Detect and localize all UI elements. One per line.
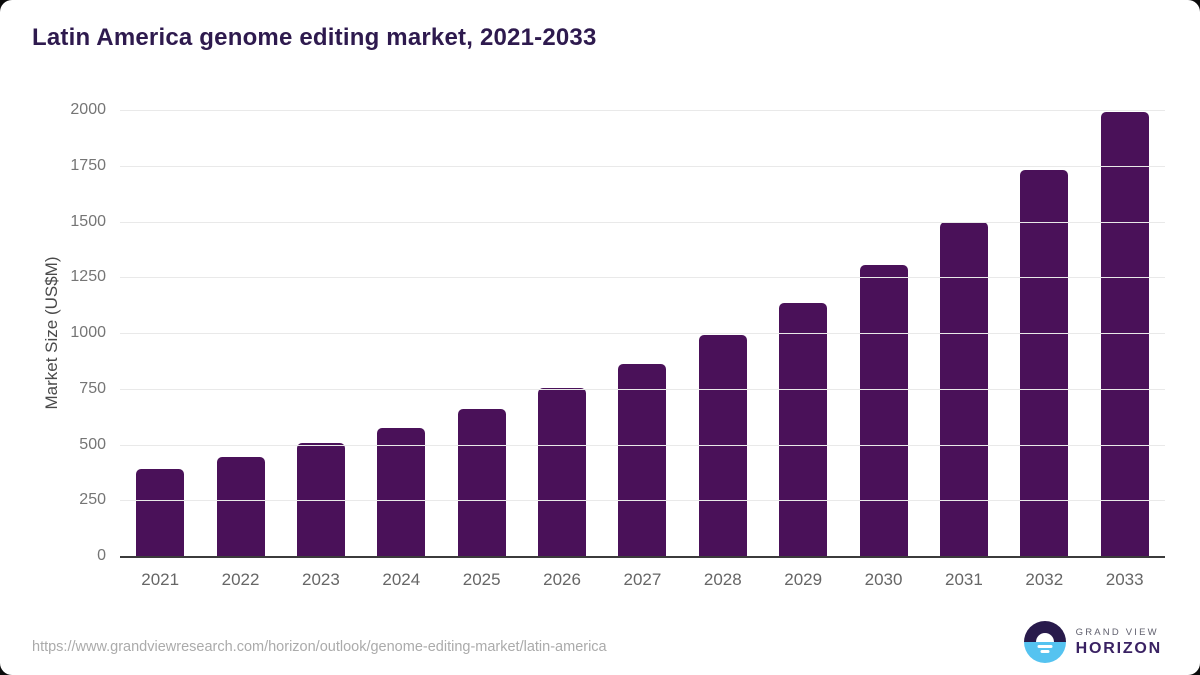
x-tick-label: 2033	[1105, 570, 1144, 589]
y-tick-label: 750	[79, 379, 106, 397]
gridline	[120, 444, 1165, 446]
x-tick-label: 2029	[784, 570, 823, 589]
bar-2025	[457, 409, 506, 556]
bar-2029	[779, 303, 828, 556]
chart-title: Latin America genome editing market, 202…	[32, 24, 597, 51]
bar-2024	[377, 427, 426, 556]
bar-2030	[859, 265, 908, 556]
bars-row	[120, 110, 1165, 556]
brand-name-bottom: HORIZON	[1075, 639, 1162, 657]
gridline	[120, 333, 1165, 334]
brand-logo-text: GRAND VIEW HORIZON	[1076, 627, 1162, 658]
x-tick-label: 2022	[221, 570, 260, 589]
gridline	[120, 165, 1165, 167]
bar-2021	[136, 469, 185, 556]
x-tick-label: 2026	[543, 570, 581, 589]
gridline	[120, 388, 1165, 390]
x-tick-label: 2021	[141, 570, 180, 589]
gridline	[120, 110, 1165, 111]
brand-logo: GRAND VIEW HORIZON	[1023, 621, 1162, 663]
y-tick-label: 1000	[70, 324, 106, 341]
y-tick-label: 0	[97, 547, 106, 564]
x-axis-labels: 2021 2022 2023 2024 2025 2026 2027 2028 2029 2030…	[120, 570, 1165, 590]
y-tick-label: 1750	[70, 156, 106, 174]
y-axis-title: Market Size (US$M)	[42, 256, 61, 410]
y-tick-label: 1500	[70, 212, 106, 230]
y-tick-label: 2000	[70, 101, 106, 118]
x-tick-label: 2032	[1025, 570, 1064, 589]
gridline	[120, 221, 1165, 223]
x-tick-label: 2023	[302, 570, 340, 589]
source-url: https://www.grandviewresearch.com/horizo…	[32, 639, 607, 655]
x-tick-label: 2024	[382, 570, 421, 589]
gridline	[120, 500, 1165, 502]
bar-2023	[296, 443, 345, 556]
brand-name-top: GRAND VIEW	[1075, 626, 1159, 638]
sun-over-horizon-icon	[1023, 621, 1066, 663]
bar-2032	[1020, 170, 1069, 556]
bar-2028	[698, 335, 747, 556]
footer: https://www.grandviewresearch.com/horizo…	[0, 615, 1200, 675]
x-tick-label: 2028	[703, 570, 742, 589]
x-tick-label: 2030	[864, 570, 903, 589]
x-tick-label: 2031	[945, 570, 983, 589]
gridline	[120, 277, 1165, 279]
bar-2033	[1100, 112, 1149, 556]
bar-2027	[618, 363, 667, 556]
bar-2026	[538, 388, 587, 556]
x-tick-label: 2025	[462, 570, 501, 589]
x-tick-label: 2027	[623, 570, 662, 589]
plot-area: 0 250 500 750 1000 1250 1500 1750 2000	[70, 101, 1165, 564]
y-tick-label: 500	[79, 435, 106, 453]
y-tick-label: 1250	[70, 268, 106, 286]
y-tick-label: 250	[79, 491, 106, 509]
bar-2022	[216, 457, 265, 556]
